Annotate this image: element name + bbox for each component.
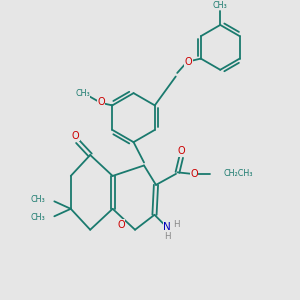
Text: CH₃: CH₃ xyxy=(75,89,90,98)
Text: CH₃: CH₃ xyxy=(213,1,228,10)
Text: O: O xyxy=(71,130,79,141)
Text: N: N xyxy=(163,222,171,233)
Text: CH₃: CH₃ xyxy=(30,195,45,204)
Text: CH₃: CH₃ xyxy=(30,213,45,222)
Text: H: H xyxy=(173,220,179,230)
Text: O: O xyxy=(190,169,198,179)
Text: O: O xyxy=(184,57,192,67)
Text: CH₂CH₃: CH₂CH₃ xyxy=(224,169,253,178)
Text: O: O xyxy=(97,98,105,107)
Text: H: H xyxy=(164,232,170,242)
Text: O: O xyxy=(178,146,185,156)
Text: O: O xyxy=(117,220,125,230)
